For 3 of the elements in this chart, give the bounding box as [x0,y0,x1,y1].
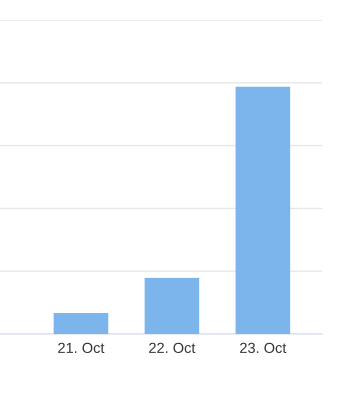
x-tick-label: 22. Oct [149,342,196,354]
x-tick-label: 21. Oct [58,342,104,354]
x-tick-label: 23. Oct [240,342,286,354]
